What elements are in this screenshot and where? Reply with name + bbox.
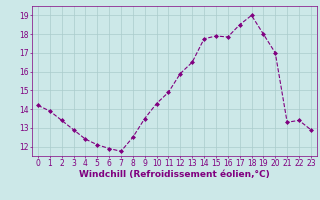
X-axis label: Windchill (Refroidissement éolien,°C): Windchill (Refroidissement éolien,°C) xyxy=(79,170,270,179)
